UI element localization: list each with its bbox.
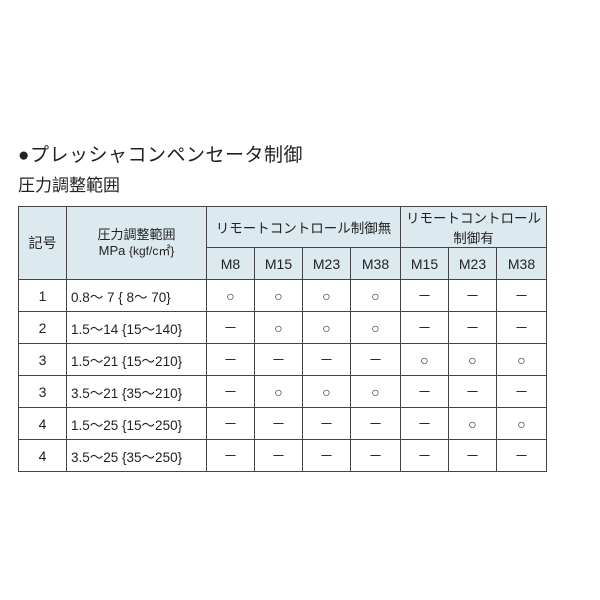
cell-mark: － [401, 312, 449, 344]
cell-mark: － [207, 312, 255, 344]
cell-mark: － [207, 440, 255, 472]
cell-mark: － [351, 408, 401, 440]
pressure-range-table: 記号 圧力調整範囲 MPa {kgf/c㎡} リモートコントロール制御無 リモー… [18, 206, 547, 472]
cell-range: 0.8～ 7 { 8～ 70} [67, 280, 207, 312]
table-row: 2 1.5～14 {15～140} － ○ ○ ○ － － － [19, 312, 547, 344]
header-m8: M8 [207, 248, 255, 280]
cell-range: 1.5～25 {15～250} [67, 408, 207, 440]
cell-mark: － [207, 376, 255, 408]
cell-mark: － [497, 376, 547, 408]
cell-code: 2 [19, 312, 67, 344]
cell-mark: － [401, 280, 449, 312]
cell-mark: － [351, 344, 401, 376]
header-with-m38: M38 [497, 248, 547, 280]
cell-mark: ○ [255, 312, 303, 344]
cell-mark: ○ [449, 344, 497, 376]
cell-mark: － [401, 376, 449, 408]
cell-mark: ○ [351, 376, 401, 408]
cell-mark: ○ [401, 344, 449, 376]
table-row: 3 1.5～21 {15～210} － － － － ○ ○ ○ [19, 344, 547, 376]
cell-mark: － [401, 408, 449, 440]
table-row: 4 3.5～25 {35～250} － － － － － － － [19, 440, 547, 472]
cell-mark: － [255, 408, 303, 440]
cell-range: 3.5～21 {35～210} [67, 376, 207, 408]
cell-mark: － [207, 344, 255, 376]
cell-code: 4 [19, 440, 67, 472]
cell-mark: ○ [207, 280, 255, 312]
header-range: 圧力調整範囲 MPa {kgf/c㎡} [67, 207, 207, 280]
cell-mark: ○ [351, 312, 401, 344]
cell-mark: － [255, 344, 303, 376]
cell-mark: － [401, 440, 449, 472]
cell-range: 1.5～21 {15～210} [67, 344, 207, 376]
cell-mark: － [497, 280, 547, 312]
header-range-unit: {kgf/c㎡} [129, 244, 174, 258]
cell-mark: － [449, 376, 497, 408]
cell-mark: － [255, 440, 303, 472]
cell-code: 3 [19, 376, 67, 408]
table-row: 1 0.8～ 7 { 8～ 70} ○ ○ ○ ○ － － － [19, 280, 547, 312]
cell-mark: － [303, 408, 351, 440]
cell-mark: ○ [351, 280, 401, 312]
cell-mark: ○ [303, 376, 351, 408]
header-group-without: リモートコントロール制御無 [207, 207, 401, 248]
cell-code: 3 [19, 344, 67, 376]
cell-mark: ○ [255, 376, 303, 408]
cell-mark: － [207, 408, 255, 440]
table-row: 3 3.5～21 {35～210} － ○ ○ ○ － － － [19, 376, 547, 408]
header-m15: M15 [255, 248, 303, 280]
header-m38: M38 [351, 248, 401, 280]
header-group-with: リモートコントロール制御有 [401, 207, 547, 248]
cell-range: 1.5～14 {15～140} [67, 312, 207, 344]
cell-mark: － [351, 440, 401, 472]
cell-mark: ○ [497, 408, 547, 440]
cell-mark: － [449, 312, 497, 344]
page-title: ●プレッシャコンペンセータ制御 [18, 140, 600, 167]
header-code: 記号 [19, 207, 67, 280]
cell-code: 4 [19, 408, 67, 440]
table-row: 4 1.5～25 {15～250} － － － － － ○ ○ [19, 408, 547, 440]
cell-mark: － [303, 440, 351, 472]
cell-mark: － [449, 280, 497, 312]
cell-mark: － [449, 440, 497, 472]
cell-range: 3.5～25 {35～250} [67, 440, 207, 472]
cell-mark: ○ [303, 312, 351, 344]
cell-mark: ○ [497, 344, 547, 376]
header-range-line1: 圧力調整範囲 [97, 227, 175, 242]
cell-mark: － [497, 440, 547, 472]
header-m23: M23 [303, 248, 351, 280]
cell-code: 1 [19, 280, 67, 312]
page: ●プレッシャコンペンセータ制御 圧力調整範囲 記号 圧力調整範囲 MPa {kg… [0, 0, 600, 600]
cell-mark: － [303, 344, 351, 376]
header-with-m23: M23 [449, 248, 497, 280]
header-range-line2: MPa [99, 243, 126, 258]
cell-mark: － [497, 312, 547, 344]
cell-mark: ○ [255, 280, 303, 312]
cell-mark: ○ [449, 408, 497, 440]
header-with-m15: M15 [401, 248, 449, 280]
cell-mark: ○ [303, 280, 351, 312]
page-subtitle: 圧力調整範囲 [18, 171, 600, 196]
